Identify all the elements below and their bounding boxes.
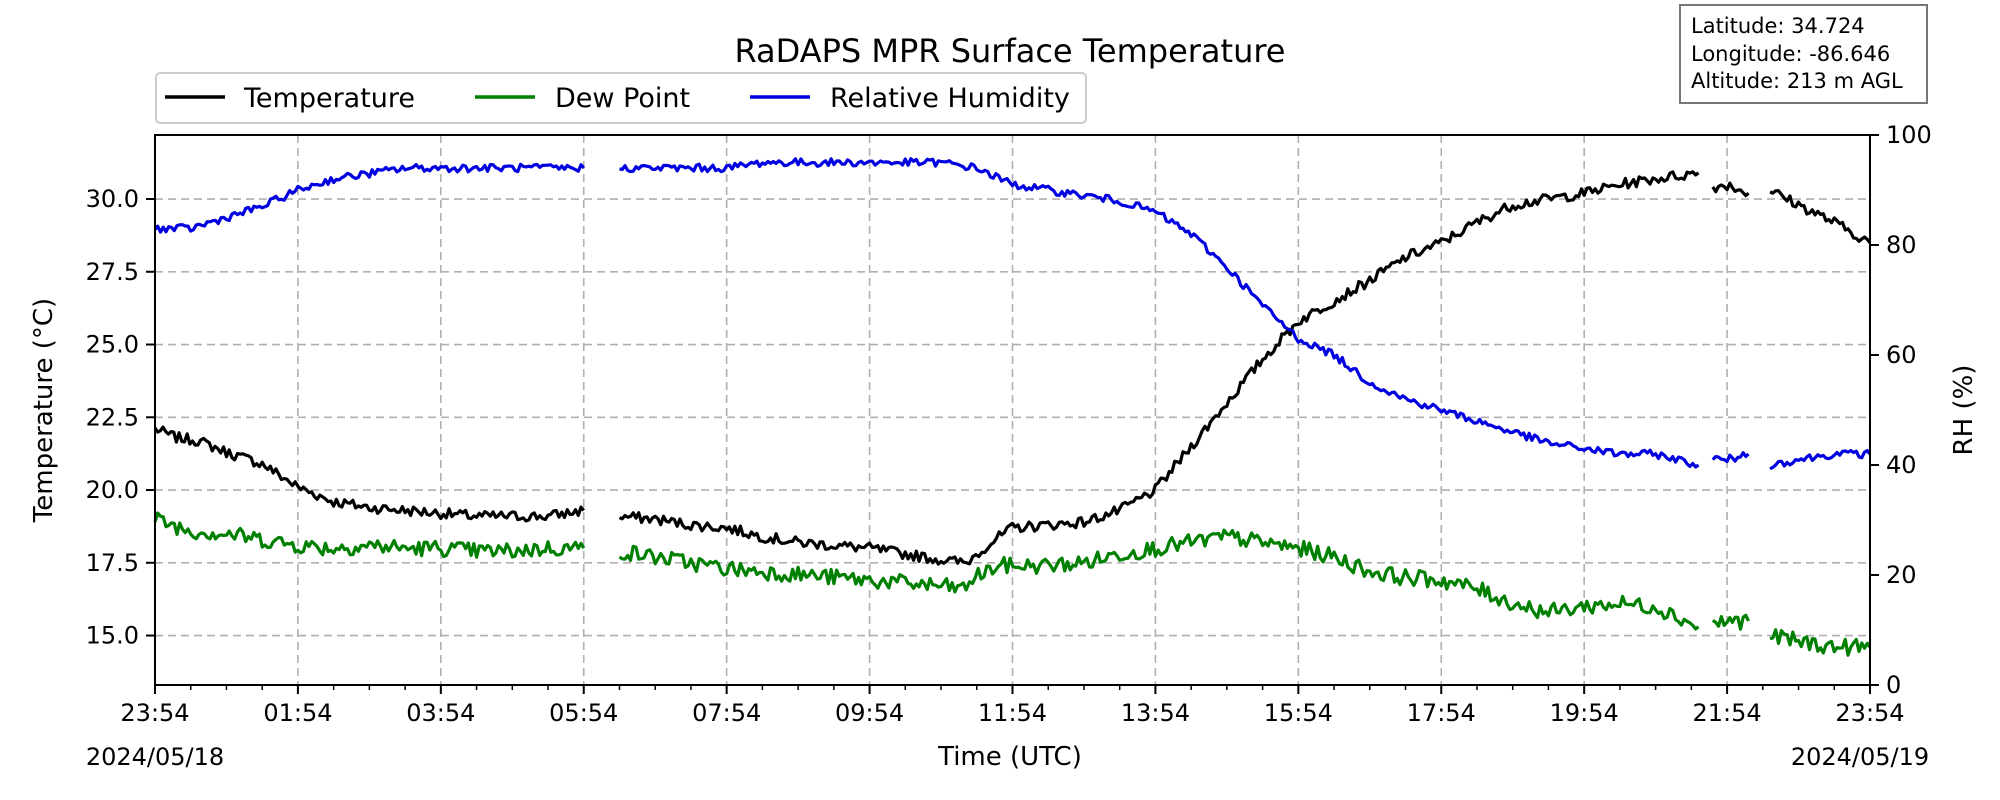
- location-info-box: Latitude: 34.724 Longitude: -86.646 Alti…: [1679, 4, 1928, 104]
- series-line-temperature: [1711, 181, 1750, 198]
- y-left-tick-label: 15.0: [86, 622, 139, 650]
- series-line-temperature: [153, 425, 586, 523]
- info-longitude: Longitude: -86.646: [1691, 42, 1890, 66]
- x-tick-label: 15:54: [1264, 699, 1333, 727]
- series-line-relative-humidity: [619, 157, 1700, 469]
- end-date-label: 2024/05/19: [1791, 743, 1929, 771]
- y-left-tick-label: 20.0: [86, 476, 139, 504]
- info-altitude: Altitude: 213 m AGL: [1691, 69, 1903, 93]
- series-line-temperature: [618, 170, 1700, 566]
- x-tick-label: 21:54: [1692, 699, 1761, 727]
- x-tick-label: 11:54: [978, 699, 1047, 727]
- y-left-tick-label: 22.5: [86, 403, 139, 431]
- info-box-frame: [1679, 4, 1928, 104]
- y-right-tick-label: 60: [1886, 341, 1917, 369]
- x-tick-label: 13:54: [1121, 699, 1190, 727]
- legend-label-temperature: Temperature: [243, 83, 415, 114]
- x-tick-label: 03:54: [406, 699, 475, 727]
- y-right-tick-label: 20: [1886, 561, 1917, 589]
- x-tick-label: 01:54: [263, 699, 332, 727]
- grid-layer: [155, 135, 1870, 685]
- legend-label-dew-point: Dew Point: [555, 83, 690, 114]
- y-axis-right-title: RH (%): [1949, 365, 1979, 456]
- y-axis-left: 15.0 17.5 20.0 22.5 25.0 27.5 30.0: [86, 185, 155, 650]
- series-layer: [153, 157, 1872, 657]
- y-axis-right: 0 20 40 60 80 100: [1870, 121, 1932, 699]
- x-tick-label: 19:54: [1550, 699, 1619, 727]
- x-tick-label: 23:54: [1835, 699, 1904, 727]
- y-right-tick-label: 100: [1886, 121, 1932, 149]
- legend-frame: [155, 72, 1087, 124]
- x-axis: 23:54 01:54 03:54 05:54 07:54 09:54 11:54 13:54…: [120, 685, 1905, 727]
- y-axis-left-title: Temperature (°C): [29, 298, 59, 523]
- series-line-relative-humidity: [153, 162, 586, 234]
- legend: Temperature Dew Point Relative Humidity: [155, 72, 1087, 124]
- y-left-tick-label: 17.5: [86, 549, 139, 577]
- series-line-dew-point: [1769, 628, 1872, 657]
- x-tick-label: 07:54: [692, 699, 761, 727]
- series-line-dew-point: [1711, 613, 1750, 631]
- x-tick-label: 09:54: [835, 699, 904, 727]
- info-latitude: Latitude: 34.724: [1691, 14, 1865, 38]
- series-line-dew-point: [153, 511, 586, 559]
- series-line-relative-humidity: [1711, 451, 1750, 464]
- series-line-relative-humidity: [1769, 449, 1872, 471]
- x-axis-title: Time (UTC): [937, 742, 1082, 772]
- series-line-temperature: [1769, 189, 1872, 244]
- x-tick-label: 23:54: [120, 699, 189, 727]
- y-left-tick-label: 30.0: [86, 185, 139, 213]
- start-date-label: 2024/05/18: [86, 743, 224, 771]
- y-right-tick-label: 0: [1886, 671, 1901, 699]
- y-right-tick-label: 80: [1886, 231, 1917, 259]
- chart-title: RaDAPS MPR Surface Temperature: [735, 32, 1286, 70]
- series-line-dew-point: [618, 528, 1700, 631]
- y-left-tick-label: 27.5: [86, 258, 139, 286]
- legend-label-relative-humidity: Relative Humidity: [830, 83, 1070, 114]
- y-right-tick-label: 40: [1886, 451, 1917, 479]
- x-tick-label: 05:54: [549, 699, 618, 727]
- y-left-tick-label: 25.0: [86, 331, 139, 359]
- x-tick-label: 17:54: [1407, 699, 1476, 727]
